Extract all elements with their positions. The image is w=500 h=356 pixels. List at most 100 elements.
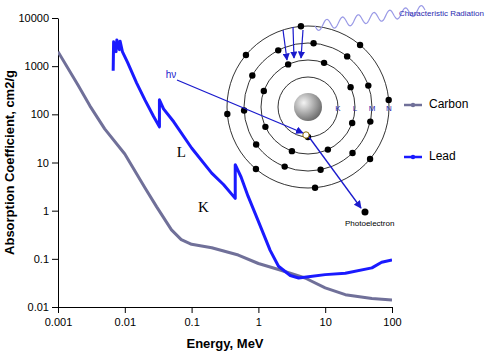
y-tick-label: 100 bbox=[31, 108, 49, 120]
radiation-label: Characteristic Radiation bbox=[399, 9, 484, 18]
electron bbox=[224, 111, 230, 117]
y-axis-line bbox=[58, 19, 59, 308]
y-tick-label: 0.01 bbox=[28, 301, 49, 313]
y-tick: 1 bbox=[43, 205, 58, 217]
electron bbox=[289, 148, 295, 154]
electron bbox=[310, 40, 316, 46]
x-tick-label: 10 bbox=[320, 316, 332, 328]
shell-ring bbox=[244, 43, 372, 171]
y-tick: 10000 bbox=[18, 12, 58, 24]
y-tick: 10 bbox=[37, 157, 58, 169]
nucleus bbox=[294, 93, 322, 121]
annotation: L bbox=[177, 144, 186, 160]
shell-ring bbox=[261, 60, 355, 154]
shell-label: M bbox=[369, 104, 376, 113]
y-tick-mark bbox=[52, 211, 58, 212]
electron bbox=[262, 124, 268, 130]
electron bbox=[275, 47, 281, 53]
electron bbox=[365, 82, 371, 88]
x-tick-label: 0.01 bbox=[115, 316, 136, 328]
y-tick-label: 0.1 bbox=[34, 253, 49, 265]
electron bbox=[321, 60, 327, 66]
y-tick: 0.01 bbox=[28, 301, 58, 313]
y-tick-mark bbox=[52, 114, 58, 115]
x-tick-mark bbox=[58, 307, 59, 313]
photoelectron-label: Photoelectron bbox=[345, 219, 394, 228]
legend: Carbon Lead bbox=[404, 97, 468, 163]
shell-ring bbox=[278, 77, 338, 137]
x-axis-line bbox=[59, 307, 393, 308]
x-tick-label: 0.001 bbox=[45, 316, 73, 328]
series-line bbox=[113, 40, 392, 278]
x-tick: 1 bbox=[256, 307, 262, 328]
electron bbox=[249, 72, 255, 78]
photoelectron bbox=[362, 209, 369, 216]
electron bbox=[349, 150, 355, 156]
electron bbox=[298, 23, 304, 29]
photon-label: hν bbox=[166, 69, 177, 80]
x-tick-mark bbox=[125, 307, 126, 313]
electron bbox=[385, 97, 391, 103]
legend-label: Lead bbox=[429, 149, 456, 163]
electron bbox=[349, 120, 355, 126]
x-axis-title: Energy, MeV bbox=[186, 336, 263, 351]
shell-label: L bbox=[353, 104, 358, 113]
annotation: K bbox=[198, 199, 209, 215]
electron bbox=[253, 166, 259, 172]
transition-arrow bbox=[283, 30, 287, 60]
atom-diagram: hν Photoelectron Characteristic Radiation K… bbox=[166, 6, 484, 228]
x-tick-label: 1 bbox=[256, 316, 262, 328]
legend-swatch bbox=[404, 156, 422, 159]
electron bbox=[347, 84, 353, 90]
y-tick-mark bbox=[52, 66, 58, 67]
photon-arrow bbox=[177, 80, 303, 133]
x-tick: 10 bbox=[320, 307, 332, 328]
y-tick-mark bbox=[52, 307, 58, 308]
plot-area: 0.001 0.01 0.1 1 10 100 0.01 0.1 1 10 100 1000 10000… bbox=[18, 12, 401, 328]
y-tick: 100 bbox=[31, 108, 58, 120]
x-tick: 100 bbox=[383, 307, 401, 328]
legend-marker bbox=[411, 103, 415, 107]
shell-ring bbox=[227, 26, 389, 188]
electron bbox=[261, 88, 267, 94]
x-tick-label: 100 bbox=[383, 316, 401, 328]
electron bbox=[285, 61, 291, 67]
y-tick: 0.1 bbox=[34, 253, 58, 265]
electron bbox=[317, 167, 323, 173]
chart: 0.001 0.01 0.1 1 10 100 0.01 0.1 1 10 100 1000 10000… bbox=[0, 0, 500, 356]
transition-arrow bbox=[301, 30, 303, 58]
y-tick-mark bbox=[52, 259, 58, 260]
electron bbox=[367, 118, 373, 124]
electron bbox=[253, 141, 259, 147]
legend-marker bbox=[411, 155, 415, 159]
series-line bbox=[58, 52, 392, 300]
legend-label: Carbon bbox=[429, 97, 468, 111]
x-tick-label: 0.1 bbox=[184, 316, 199, 328]
electron bbox=[325, 146, 331, 152]
electron bbox=[357, 42, 363, 48]
x-tick-mark bbox=[258, 307, 259, 313]
y-tick-label: 10000 bbox=[18, 12, 49, 24]
y-tick-label: 1000 bbox=[25, 60, 49, 72]
electron bbox=[312, 184, 318, 190]
y-tick: 1000 bbox=[25, 60, 58, 72]
x-tick: 0.1 bbox=[184, 307, 199, 328]
x-tick-mark bbox=[192, 307, 193, 313]
electron bbox=[367, 156, 373, 162]
shell-label: K bbox=[335, 104, 341, 113]
y-tick-mark bbox=[52, 18, 58, 19]
x-axis: 0.001 0.01 0.1 1 10 100 bbox=[45, 307, 402, 328]
data-marks bbox=[58, 40, 392, 300]
legend-swatch bbox=[404, 104, 422, 107]
x-tick-mark bbox=[392, 307, 393, 313]
y-tick-mark bbox=[52, 163, 58, 164]
y-tick-label: 1 bbox=[43, 205, 49, 217]
vacancy bbox=[303, 132, 309, 138]
electron bbox=[243, 52, 249, 58]
shell-label: N bbox=[386, 104, 392, 113]
x-tick: 0.01 bbox=[115, 307, 136, 328]
photoelectron-arrow bbox=[309, 137, 361, 208]
x-tick-mark bbox=[325, 307, 326, 313]
electron bbox=[281, 163, 287, 169]
y-tick-label: 10 bbox=[37, 157, 49, 169]
